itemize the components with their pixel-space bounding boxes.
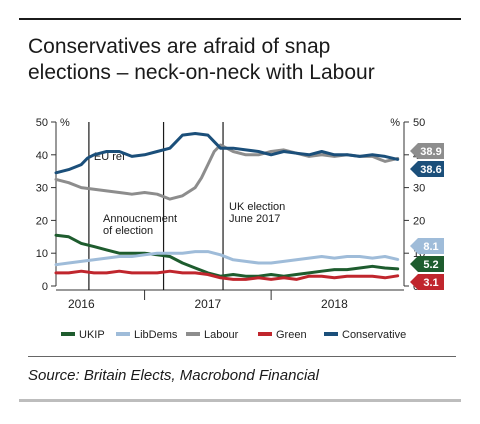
y-tick-label-left: 30 xyxy=(36,183,48,195)
event-label-announcement-2: of election xyxy=(103,225,153,237)
event-label-uk-election-1: UK election xyxy=(229,201,285,213)
end-label-value: 38.6 xyxy=(420,164,441,176)
end-label-tag xyxy=(410,143,444,159)
y-tick-label-right: 30 xyxy=(413,183,425,195)
legend-label-green: Green xyxy=(276,329,307,341)
end-label-conservative: 38.6 xyxy=(410,161,444,177)
end-label-tag xyxy=(410,256,444,272)
chart-panel: Conservatives are afraid of snap electio… xyxy=(19,18,461,402)
end-label-tag xyxy=(410,274,444,290)
y-tick-label-left: 50 xyxy=(36,117,48,129)
y-unit-left: % xyxy=(60,117,70,129)
y-tick-label-left: 40 xyxy=(36,150,48,162)
legend-label-ukip: UKIP xyxy=(79,329,105,341)
end-label-value: 3.1 xyxy=(423,277,438,289)
x-tick-label: 2018 xyxy=(321,297,348,311)
end-label-libdems: 8.1 xyxy=(410,238,444,254)
y-unit-right: % xyxy=(390,117,400,129)
source-note: Source: Britain Elects, Macrobond Financ… xyxy=(28,367,319,384)
bottom-rule xyxy=(19,399,461,402)
title-line-1: Conservatives are afraid of snap xyxy=(28,35,331,58)
legend-label-libdems: LibDems xyxy=(134,329,178,341)
end-label-value: 8.1 xyxy=(423,241,438,253)
end-label-value: 38.9 xyxy=(420,146,441,158)
series-line-ukip xyxy=(54,233,400,278)
series-line-conservative xyxy=(54,132,400,175)
end-label-ukip: 5.2 xyxy=(410,256,444,272)
event-label-uk-election-2: June 2017 xyxy=(229,213,280,225)
end-label-green: 3.1 xyxy=(410,274,444,290)
y-tick-label-left: 20 xyxy=(36,215,48,227)
y-tick-label-left: 0 xyxy=(42,281,48,293)
top-rule xyxy=(19,18,461,20)
y-tick-label-right: 50 xyxy=(413,117,425,129)
end-label-tag xyxy=(410,161,444,177)
end-label-value: 5.2 xyxy=(423,259,438,271)
event-label-announcement-1: Annoucnement xyxy=(103,213,177,225)
y-tick-label-left: 10 xyxy=(36,248,48,260)
series-line-labour xyxy=(54,143,400,201)
legend-label-conservative: Conservative xyxy=(342,329,406,341)
end-label-tag xyxy=(410,238,444,254)
legend-label-labour: Labour xyxy=(204,329,239,341)
series-line-green xyxy=(54,269,400,281)
source-divider xyxy=(28,356,456,357)
series-line-libdems xyxy=(54,250,400,267)
x-tick-label: 2017 xyxy=(195,297,222,311)
chart-title: Conservatives are afraid of snap electio… xyxy=(28,34,458,86)
end-label-labour: 38.9 xyxy=(410,143,444,159)
x-tick-label: 2016 xyxy=(68,297,95,311)
title-line-2: elections – neck-on-neck with Labour xyxy=(28,61,375,84)
y-tick-label-right: 20 xyxy=(413,215,425,227)
